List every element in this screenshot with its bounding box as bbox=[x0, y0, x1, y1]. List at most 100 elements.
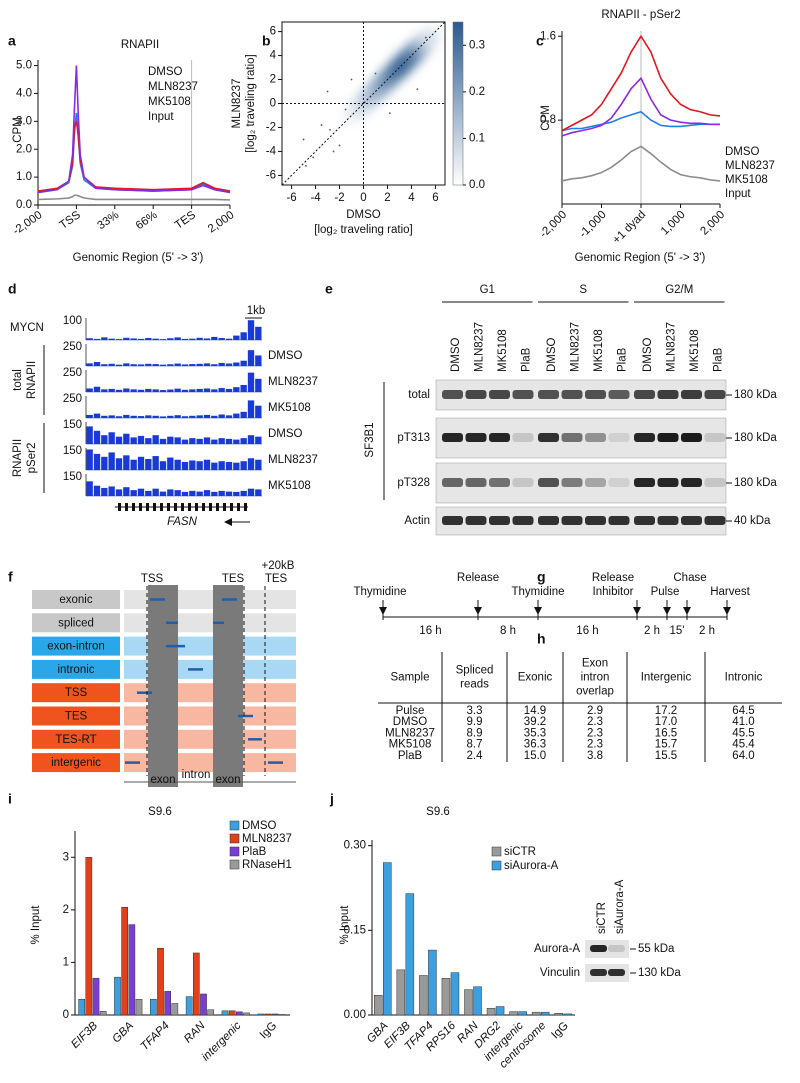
signal-bar bbox=[211, 491, 218, 496]
segment-label: intron bbox=[182, 769, 211, 781]
gene-exon bbox=[216, 503, 219, 511]
x-axis-label: [log₂ traveling ratio] bbox=[314, 224, 412, 236]
bar bbox=[200, 993, 207, 1016]
signal-bar bbox=[181, 439, 189, 444]
legend-label: MLN8237 bbox=[725, 160, 775, 172]
bar bbox=[563, 1013, 572, 1016]
signal-bar bbox=[203, 459, 211, 470]
gene-exon bbox=[188, 503, 191, 511]
signal-bar bbox=[247, 350, 255, 366]
lane-label: DMSO bbox=[546, 337, 558, 372]
table-header: Sample bbox=[391, 672, 430, 684]
legend-swatch bbox=[229, 833, 240, 844]
signal-bar bbox=[247, 458, 255, 470]
blot-band bbox=[657, 478, 679, 487]
bar bbox=[518, 1011, 527, 1016]
table-cell: 17.0 bbox=[655, 716, 677, 728]
signal-bar bbox=[233, 387, 240, 392]
y-tick-label: 3 bbox=[63, 851, 69, 863]
point bbox=[338, 144, 341, 147]
signal-bar bbox=[101, 337, 108, 340]
row-label-box bbox=[32, 753, 120, 773]
series-line bbox=[561, 110, 720, 132]
signal-bar bbox=[196, 461, 203, 470]
signal-bar bbox=[93, 362, 101, 366]
signal-bar bbox=[137, 389, 145, 392]
group-label: RNAPII bbox=[26, 361, 38, 399]
table-header: reads bbox=[460, 679, 489, 691]
bar bbox=[164, 991, 171, 1016]
y-tick-label: 0.00 bbox=[344, 1009, 366, 1021]
duration-label: 2 h bbox=[644, 625, 660, 637]
signal-bar bbox=[174, 459, 181, 470]
signal-bar bbox=[174, 363, 181, 366]
legend-label: DMSO bbox=[725, 146, 760, 158]
blot-band bbox=[681, 516, 702, 525]
gene-exon bbox=[181, 503, 184, 511]
y-tick-label: 2 bbox=[270, 74, 276, 86]
gene-exon bbox=[118, 503, 121, 511]
signal-bar bbox=[255, 459, 262, 470]
signal-bar bbox=[203, 437, 211, 444]
gene-exon bbox=[237, 503, 240, 511]
track-range: 250 bbox=[63, 341, 82, 353]
y-axis-label: [log₂ traveling ratio] bbox=[245, 54, 257, 152]
blot-band bbox=[634, 390, 655, 399]
series-line bbox=[37, 194, 231, 201]
signal-bar bbox=[159, 416, 167, 418]
signal-bar bbox=[86, 426, 93, 444]
blot-band bbox=[442, 478, 463, 487]
signal-bar bbox=[233, 335, 240, 340]
chart-title: RNAPII - pSer2 bbox=[601, 9, 680, 21]
y-tick-label: 0.30 bbox=[344, 840, 366, 852]
duration-label: 8 h bbox=[500, 625, 516, 637]
duration-label: 16 h bbox=[576, 625, 598, 637]
signal-bar bbox=[152, 456, 159, 470]
bar bbox=[509, 1011, 518, 1016]
gene-exon bbox=[174, 503, 177, 511]
bar bbox=[128, 924, 136, 1016]
blot-band bbox=[538, 433, 559, 442]
blot-band bbox=[634, 433, 655, 442]
signal-bar bbox=[108, 363, 115, 366]
signal-bar bbox=[240, 360, 247, 366]
signal-bar bbox=[159, 364, 167, 366]
signal-bar bbox=[218, 490, 225, 496]
x-tick-label: 4 bbox=[408, 192, 415, 204]
y-tick-label: 2 bbox=[63, 904, 69, 916]
legend-label: siAurora-A bbox=[504, 860, 559, 872]
signal-bar bbox=[233, 439, 240, 444]
signal-bar bbox=[196, 337, 203, 340]
event-label: Harvest bbox=[710, 586, 750, 598]
size-label: 180 kDa bbox=[734, 432, 777, 444]
y-tick-label: 6 bbox=[270, 26, 276, 38]
marker-label: TES bbox=[222, 573, 245, 585]
blot-band bbox=[512, 433, 534, 442]
signal-bar bbox=[115, 339, 123, 340]
table-cell: 36.3 bbox=[524, 739, 546, 751]
signal-bar bbox=[86, 414, 93, 418]
signal-bar bbox=[145, 459, 152, 470]
signal-bar bbox=[167, 489, 174, 496]
gene-exon bbox=[209, 503, 212, 511]
track-name: MK5108 bbox=[268, 480, 311, 492]
blot-band bbox=[585, 390, 606, 399]
blot-band bbox=[465, 390, 487, 399]
table-cell: 2.3 bbox=[587, 739, 603, 751]
legend-swatch bbox=[229, 846, 240, 857]
legend-swatch bbox=[229, 820, 240, 831]
point bbox=[344, 108, 347, 111]
blot-band bbox=[465, 516, 487, 525]
y-tick-label: -4 bbox=[266, 145, 277, 157]
blot-band bbox=[585, 433, 606, 442]
blot-row-label: Actin bbox=[404, 515, 430, 527]
signal-bar bbox=[86, 388, 93, 392]
blot-band bbox=[590, 945, 607, 952]
signal-bar bbox=[189, 338, 196, 340]
bar bbox=[207, 1009, 214, 1016]
exon-block bbox=[148, 585, 178, 787]
signal-bar bbox=[86, 449, 93, 470]
track-name: MK5108 bbox=[268, 402, 311, 414]
signal-bar bbox=[167, 457, 174, 470]
signal-bar bbox=[123, 433, 130, 444]
